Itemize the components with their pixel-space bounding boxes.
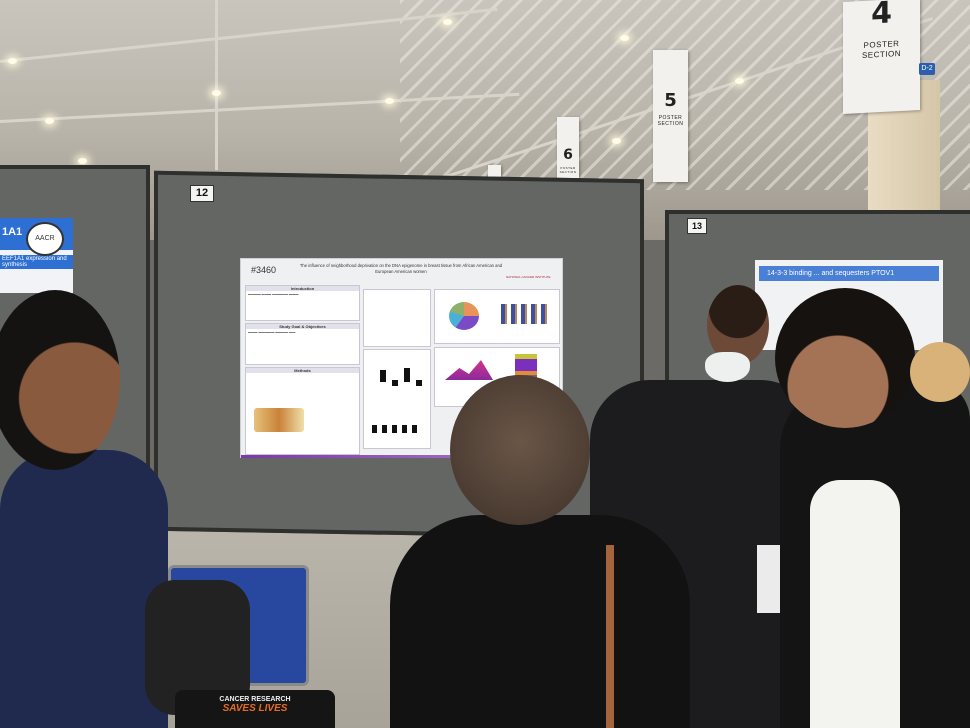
sign-label: POSTER SECTION: [657, 115, 684, 127]
tote-bag: CANCER RESEARCH SAVES LIVES: [175, 690, 335, 728]
map-figure: [254, 408, 304, 432]
section-heading: Study Goal & Objectives: [246, 324, 359, 329]
white-sleeve: [810, 480, 900, 728]
sign-label: POSTER SECTION: [861, 39, 902, 61]
bag-text-line1: CANCER RESEARCH: [219, 696, 291, 703]
venn-figure-section: [434, 289, 560, 344]
person-presenter-head: [707, 285, 769, 365]
institution-logo: NATIONAL CANCER INSTITUTE: [506, 275, 551, 279]
hanging-sign-5: 5 POSTER SECTION: [653, 50, 688, 182]
face-mask: [705, 352, 750, 382]
sign-number: 4: [871, 0, 892, 32]
aacr-logo: AACR: [26, 222, 64, 256]
body-text: ▬▬▬▬ ▬▬▬ ▬▬▬▬▬ ▬▬▬: [248, 292, 299, 296]
ceiling-light: [45, 118, 54, 124]
board-number: 13: [687, 218, 707, 234]
introduction-section: Introduction ▬▬▬▬ ▬▬▬ ▬▬▬▬▬ ▬▬▬: [245, 285, 360, 321]
person-blonde-background: [910, 342, 970, 402]
ceiling-light: [735, 78, 744, 84]
section-badge: D-2: [919, 63, 935, 75]
bag-text-line2: SAVES LIVES: [222, 703, 288, 714]
venn-diagram: [449, 302, 479, 330]
methods-section: Methods: [245, 367, 360, 455]
section-heading: Introduction: [246, 286, 359, 291]
person-woman-center-head: [450, 375, 590, 525]
board-number: 12: [190, 185, 214, 202]
person-man-left-head: [0, 290, 120, 470]
section-heading: Methods: [246, 368, 359, 373]
ceiling-light: [612, 138, 621, 144]
left-poster: 1A1 AACR EEF1A1 expression and synthesis: [0, 218, 73, 293]
right-poster-title: 14-3-3 binding ... and sequesters PTOV1: [759, 266, 939, 281]
boxplot-section: [363, 349, 431, 449]
table-section: [363, 289, 431, 347]
ceiling-light: [443, 19, 452, 25]
ceiling-light: [620, 35, 629, 41]
hanging-sign-4: 4 POSTER SECTION: [843, 0, 920, 115]
person-woman-center: [390, 515, 690, 728]
sign-number: 5: [664, 90, 677, 111]
ceiling-light: [78, 158, 87, 164]
bag-strap: [606, 545, 614, 728]
ceiling-light: [385, 98, 394, 104]
left-poster-subtitle: EEF1A1 expression and synthesis: [0, 255, 73, 269]
sign-number: 6: [563, 147, 573, 163]
density-plot: [445, 360, 493, 380]
stacked-bar-chart: [515, 354, 537, 380]
main-poster: #3460 The influence of neighborhood depr…: [240, 258, 564, 458]
body-text: ▬▬▬ ▬▬▬▬▬ ▬▬▬▬ ▬▬: [248, 330, 296, 334]
ceiling-light: [212, 90, 221, 96]
bar-chart: [501, 304, 551, 324]
poster-title: The influence of neighborhood deprivatio…: [299, 263, 503, 274]
poster-border-accent: [241, 455, 564, 458]
ceiling-light: [8, 58, 17, 64]
sign-label: POSTER SECTION: [559, 166, 577, 174]
person-man-right-head: [775, 288, 915, 428]
beam: [215, 0, 218, 170]
person-man-left: [0, 450, 168, 728]
poster-id: #3460: [251, 265, 277, 275]
study-goal-section: Study Goal & Objectives ▬▬▬ ▬▬▬▬▬ ▬▬▬▬ ▬…: [245, 323, 360, 365]
